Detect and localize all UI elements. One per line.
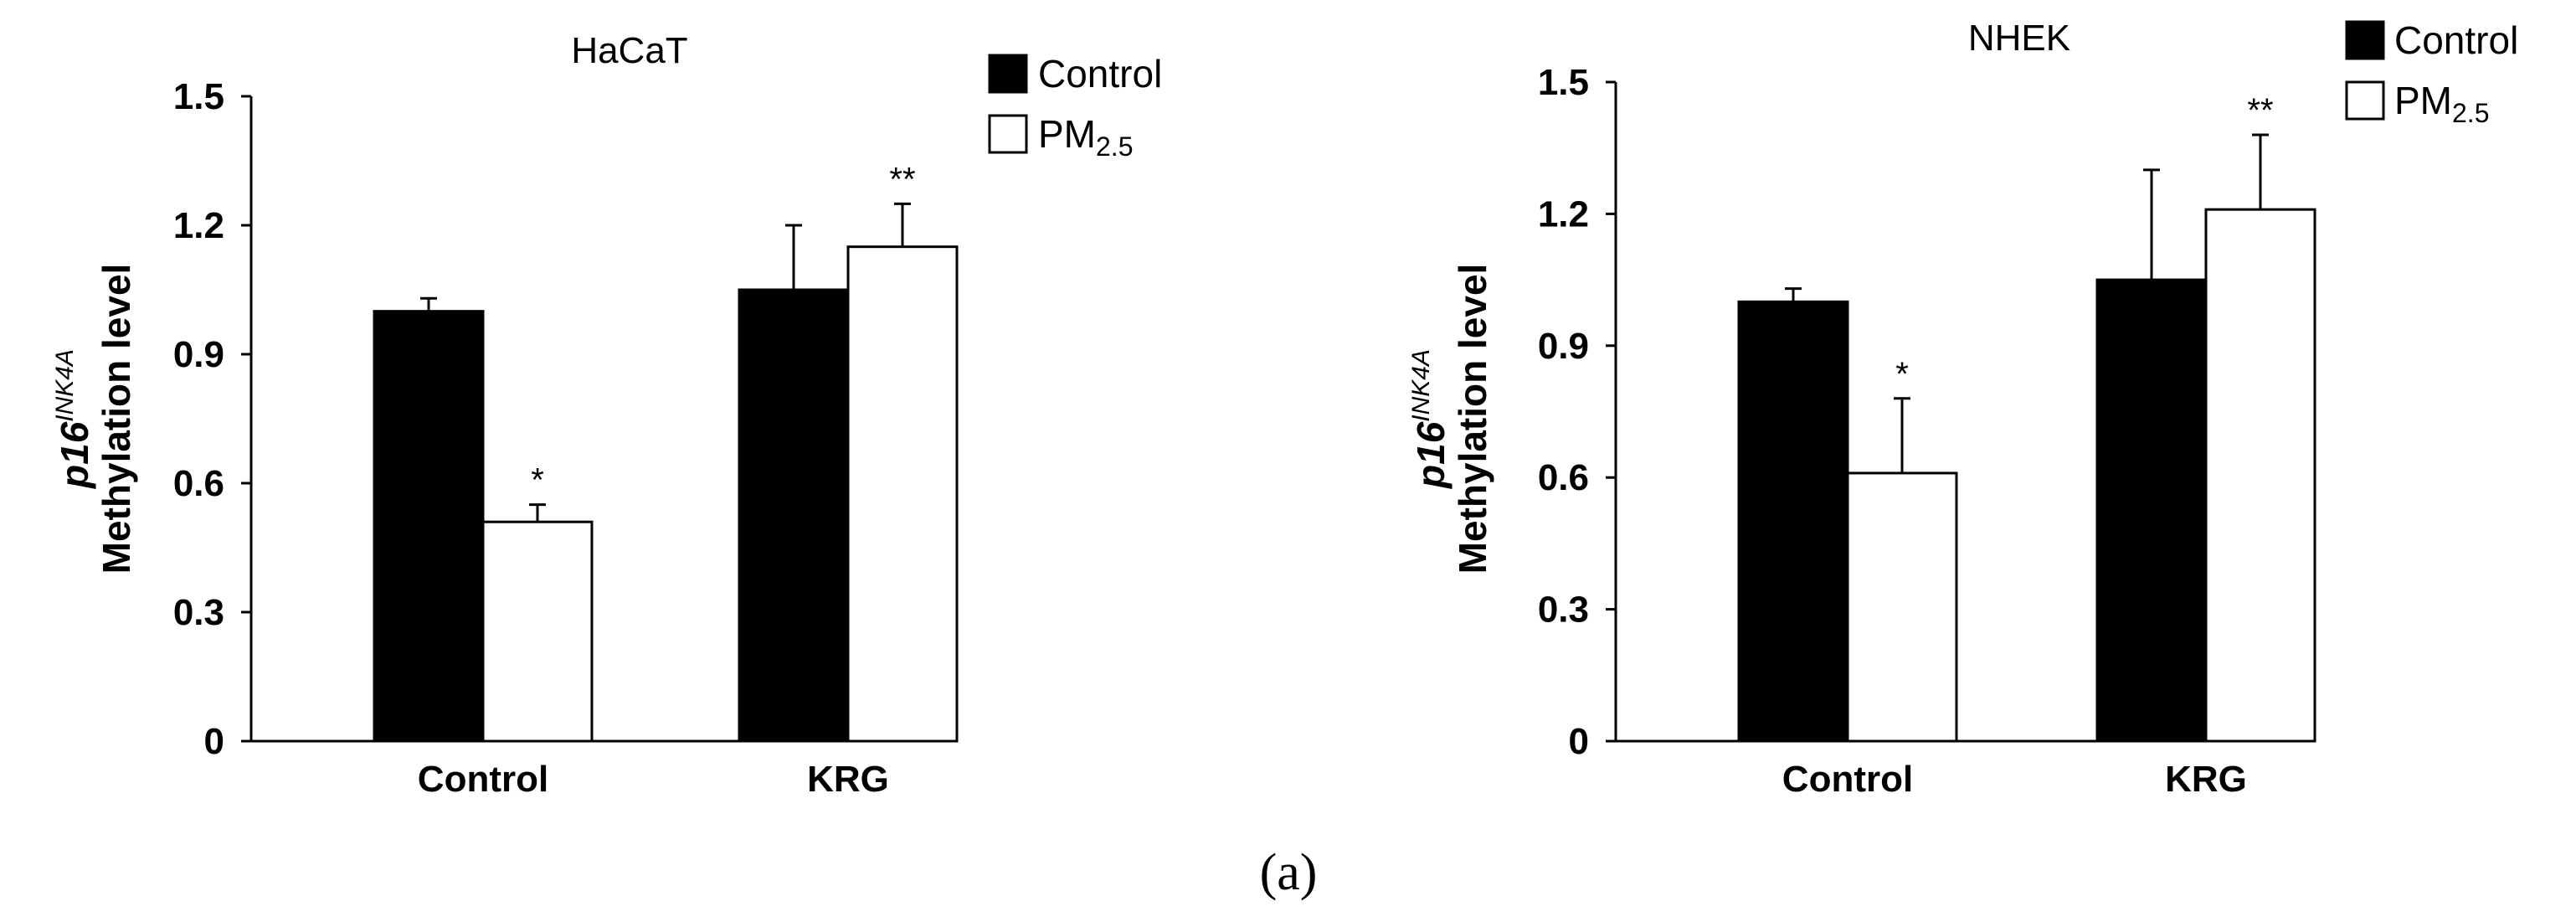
chart1-legend-swatch bbox=[2345, 80, 2385, 121]
chart1-y-tick-label: 0.6 bbox=[1538, 457, 1589, 498]
chart0-legend-swatch bbox=[988, 114, 1028, 154]
chart1-y-tick-label: 0.3 bbox=[1538, 590, 1589, 631]
chart1-category-label: Control bbox=[1782, 759, 1913, 800]
chart0-bar-pm25-krg bbox=[846, 245, 959, 743]
chart0-y-tick-label: 0.3 bbox=[173, 592, 224, 633]
chart0-category-label: KRG bbox=[807, 759, 889, 800]
chart0-legend-swatch bbox=[988, 54, 1028, 94]
chart1-significance-marker: ** bbox=[2247, 92, 2273, 129]
panel-label: (a) bbox=[1260, 844, 1318, 901]
chart1-bar-control-krg bbox=[2095, 278, 2208, 743]
chart1-y-tick-label: 1.5 bbox=[1538, 62, 1589, 103]
chart1-bar-control-control bbox=[1737, 300, 1849, 743]
chart1-category-label: KRG bbox=[2165, 759, 2247, 800]
chart0-y-tick-label: 1.5 bbox=[173, 76, 224, 117]
chart0-bar-pm25-control bbox=[481, 520, 594, 743]
chart0-legend-label: Control bbox=[1038, 52, 1162, 95]
chart1-y-tick-label: 0 bbox=[1569, 721, 1589, 762]
chart1-legend-label: Control bbox=[2394, 18, 2518, 62]
chart1-y-tick-label: 1.2 bbox=[1538, 193, 1589, 234]
chart0-y-tick-label: 0 bbox=[204, 721, 224, 762]
chart0-significance-marker: ** bbox=[889, 161, 915, 198]
chart0-legend-label: PM2.5 bbox=[1038, 112, 1133, 162]
chart0-category-label: Control bbox=[418, 759, 548, 800]
chart1-significance-marker: * bbox=[1895, 356, 1909, 393]
chart0-y-tick-label: 1.2 bbox=[173, 205, 224, 246]
chart0-y-tick-label: 0.6 bbox=[173, 463, 224, 504]
chart0-bar-control-krg bbox=[738, 288, 850, 743]
chart1-y-tick-label: 0.9 bbox=[1538, 326, 1589, 367]
chart1-bar-pm25-krg bbox=[2204, 208, 2316, 743]
chart1-title: NHEK bbox=[1968, 18, 2070, 59]
chart1-legend-swatch bbox=[2345, 20, 2385, 60]
chart0-y-axis-label: p16INK4A Methylation level bbox=[51, 264, 138, 574]
chart0-y-tick-label: 0.9 bbox=[173, 334, 224, 375]
chart0-significance-marker: * bbox=[531, 462, 544, 499]
chart0-bar-control-control bbox=[373, 310, 485, 743]
chart0-title: HaCaT bbox=[571, 30, 687, 71]
chart1-bar-pm25-control bbox=[1846, 471, 1958, 743]
chart1-legend-label: PM2.5 bbox=[2394, 79, 2489, 128]
chart1-y-axis-label: p16INK4A Methylation level bbox=[1407, 264, 1494, 574]
